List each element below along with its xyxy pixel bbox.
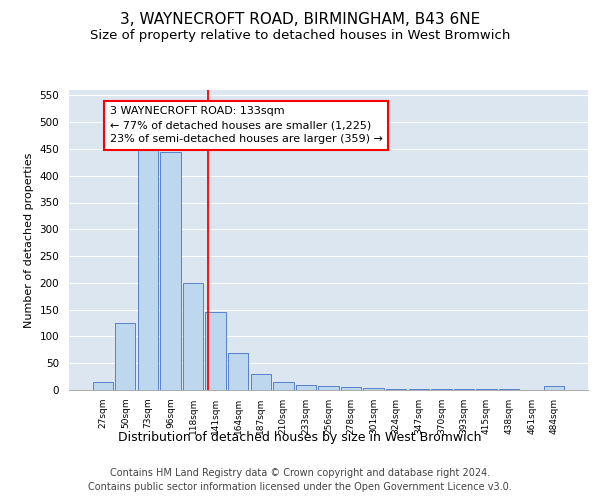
Bar	[228, 352, 248, 390]
Bar	[251, 374, 271, 390]
Bar	[341, 388, 361, 390]
Bar	[319, 386, 338, 390]
Bar	[544, 386, 565, 390]
Bar	[183, 283, 203, 390]
Text: Contains HM Land Registry data © Crown copyright and database right 2024.: Contains HM Land Registry data © Crown c…	[110, 468, 490, 477]
Bar	[205, 312, 226, 390]
Bar	[138, 149, 158, 390]
Bar	[160, 152, 181, 390]
Y-axis label: Number of detached properties: Number of detached properties	[24, 152, 34, 328]
Bar	[364, 388, 384, 390]
Bar	[431, 389, 452, 390]
Bar	[296, 384, 316, 390]
Bar	[115, 323, 136, 390]
Text: Contains public sector information licensed under the Open Government Licence v3: Contains public sector information licen…	[88, 482, 512, 492]
Text: 3 WAYNECROFT ROAD: 133sqm
← 77% of detached houses are smaller (1,225)
23% of se: 3 WAYNECROFT ROAD: 133sqm ← 77% of detac…	[110, 106, 382, 144]
Text: Size of property relative to detached houses in West Bromwich: Size of property relative to detached ho…	[90, 29, 510, 42]
Bar	[386, 389, 406, 390]
Bar	[92, 382, 113, 390]
Text: 3, WAYNECROFT ROAD, BIRMINGHAM, B43 6NE: 3, WAYNECROFT ROAD, BIRMINGHAM, B43 6NE	[120, 12, 480, 28]
Bar	[273, 382, 293, 390]
Text: Distribution of detached houses by size in West Bromwich: Distribution of detached houses by size …	[118, 431, 482, 444]
